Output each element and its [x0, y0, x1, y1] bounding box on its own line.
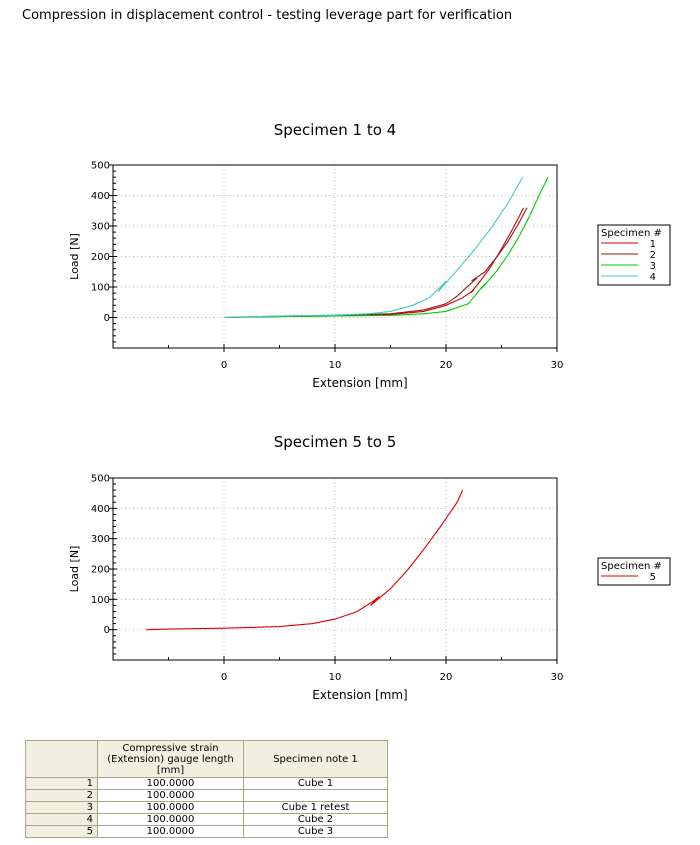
y-tick-label: 400	[91, 191, 110, 202]
table-row: 3 100.0000 Cube 1 retest	[25, 801, 388, 814]
y-tick-label: 500	[91, 161, 110, 172]
specimen-note-cell: Cube 1 retest	[243, 801, 388, 814]
x-tick-label: 0	[221, 360, 227, 371]
x-axis-label: Extension [mm]	[312, 376, 407, 390]
specimen-note-cell	[243, 789, 388, 802]
y-tick-label: 100	[91, 283, 110, 294]
row-index: 1	[25, 777, 98, 790]
row-index: 2	[25, 789, 98, 802]
y-tick-label: 300	[91, 222, 110, 233]
table-header-gauge-length: Compressive strain (Extension) gauge len…	[97, 740, 244, 778]
x-axis-label: Extension [mm]	[312, 688, 407, 702]
results-table: Compressive strain (Extension) gauge len…	[25, 740, 388, 838]
specimen-note-cell: Cube 3	[243, 825, 388, 838]
plot-frame	[112, 477, 558, 661]
table-corner-cell	[25, 740, 98, 778]
specimen-note-cell: Cube 2	[243, 813, 388, 826]
specimen-note-cell: Cube 1	[243, 777, 388, 790]
chart-specimen-5-to-5: Specimen 5 to 5 0 100 200 300 400 500 0 10 20 30 Ex…	[68, 433, 671, 702]
table-row: 5 100.0000 Cube 3	[25, 825, 388, 838]
y-tick-label: 0	[104, 313, 110, 324]
legend-label-1: 1	[650, 239, 656, 250]
chart-specimen-1-to-4: Specimen 1 to 4 0 100 200 300 400 500 0 10 20 30 Ex…	[68, 121, 671, 390]
y-axis-label: Load [N]	[68, 233, 81, 280]
row-index: 4	[25, 813, 98, 826]
x-tick-label: 0	[221, 672, 227, 683]
legend-label-4: 4	[650, 272, 656, 283]
gauge-length-cell: 100.0000	[97, 825, 244, 838]
row-index: 3	[25, 801, 98, 814]
y-tick-label: 100	[91, 595, 110, 606]
y-tick-label: 200	[91, 252, 110, 263]
table-row: 1 100.0000 Cube 1	[25, 777, 388, 790]
legend-label-3: 3	[650, 261, 656, 272]
chart-title: Specimen 1 to 4	[274, 121, 396, 139]
header-line: (Extension) gauge length	[107, 753, 234, 765]
x-tick-label: 10	[329, 672, 342, 683]
legend-label-5: 5	[650, 572, 656, 583]
y-tick-label: 300	[91, 534, 110, 545]
series-line-1	[223, 207, 525, 319]
gauge-length-cell: 100.0000	[97, 777, 244, 790]
chart-title: Specimen 5 to 5	[274, 433, 396, 451]
y-axis-label: Load [N]	[68, 546, 81, 593]
table-header-row: Compressive strain (Extension) gauge len…	[25, 740, 388, 778]
x-tick-label: 30	[551, 672, 564, 683]
page-title: Compression in displacement control - te…	[22, 8, 513, 23]
y-tick-label: 0	[104, 625, 110, 636]
series-line-2	[223, 207, 528, 319]
table-row: 4 100.0000 Cube 2	[25, 813, 388, 826]
legend-title: Specimen #	[601, 228, 662, 239]
series-line-3	[223, 176, 549, 319]
y-tick-label: 500	[91, 474, 110, 485]
plot-frame	[112, 164, 558, 349]
legend-title: Specimen #	[601, 561, 662, 572]
gauge-length-cell: 100.0000	[97, 789, 244, 802]
y-tick-label: 400	[91, 504, 110, 515]
x-tick-label: 20	[440, 672, 453, 683]
table-row: 2 100.0000	[25, 789, 388, 802]
header-line: Specimen note 1	[273, 753, 358, 765]
x-tick-label: 10	[329, 360, 342, 371]
legend-label-2: 2	[650, 250, 656, 261]
table-header-specimen-note: Specimen note 1	[243, 740, 388, 778]
gauge-length-cell: 100.0000	[97, 813, 244, 826]
row-index: 5	[25, 825, 98, 838]
x-tick-label: 20	[440, 360, 453, 371]
header-line: Compressive strain	[122, 742, 219, 754]
x-tick-label: 30	[551, 360, 564, 371]
gauge-length-cell: 100.0000	[97, 801, 244, 814]
series-line-4	[223, 176, 524, 319]
legend-box	[597, 224, 671, 286]
header-line: [mm]	[156, 764, 185, 776]
series-line-5	[146, 489, 464, 631]
y-tick-label: 200	[91, 565, 110, 576]
legend-box	[597, 557, 671, 586]
